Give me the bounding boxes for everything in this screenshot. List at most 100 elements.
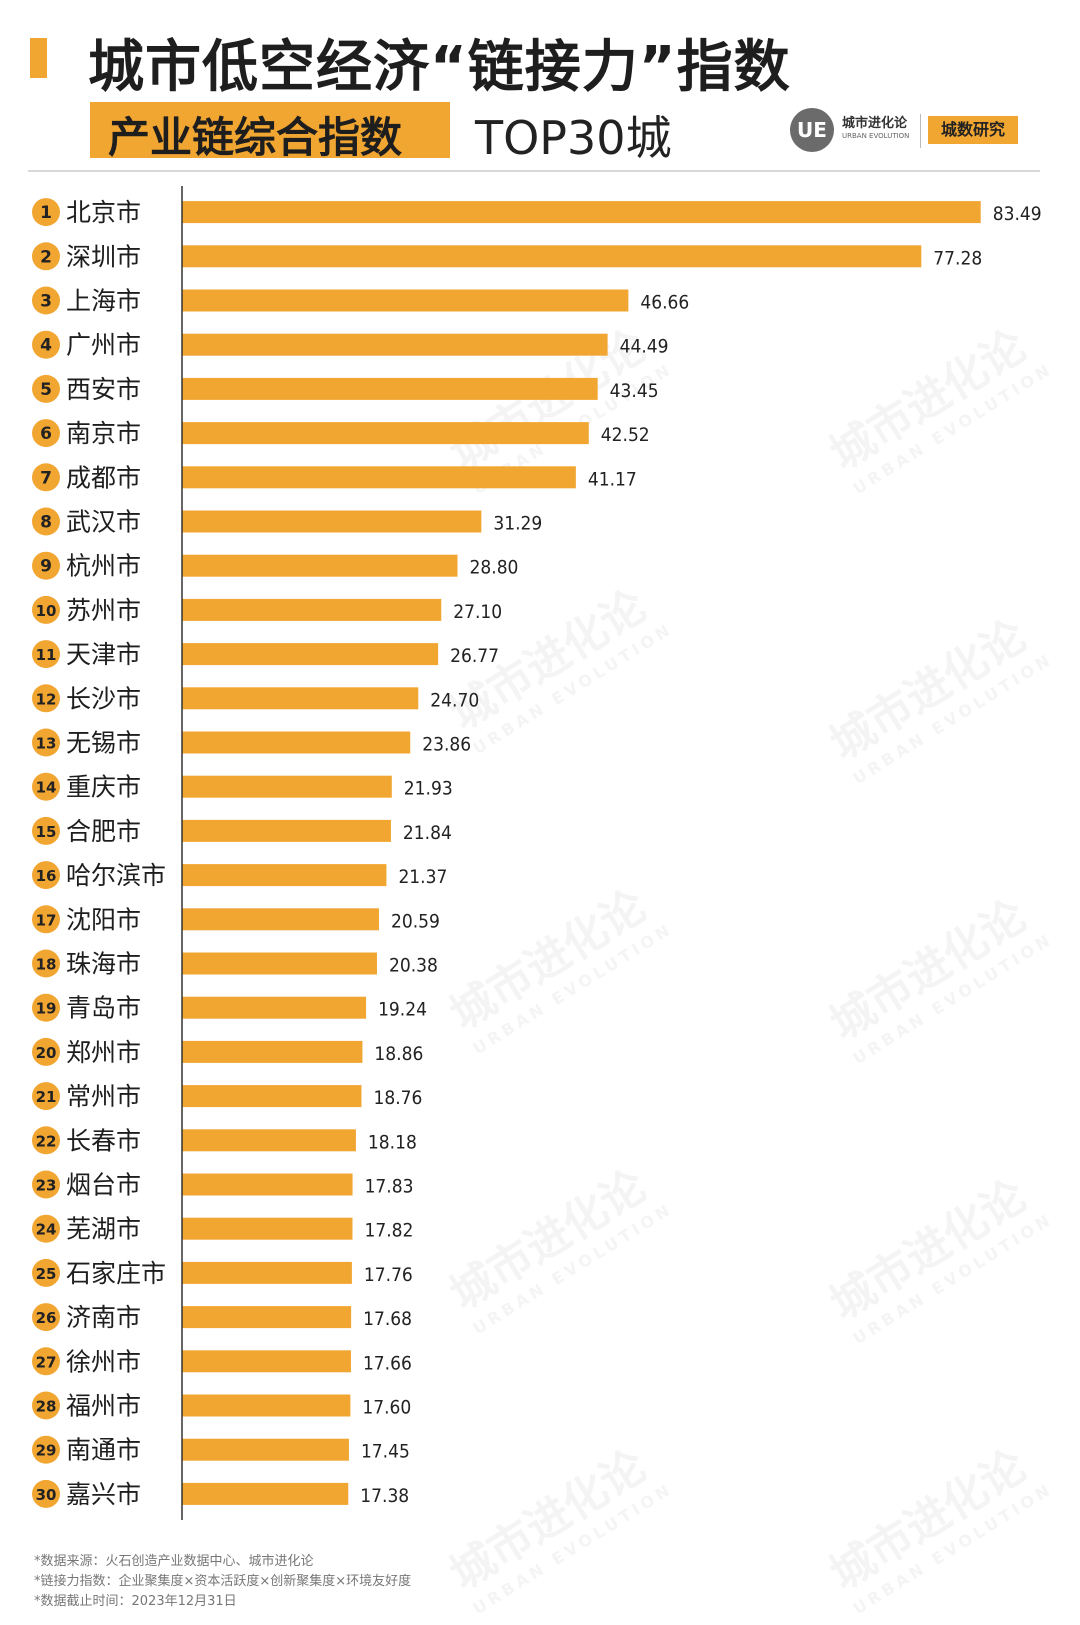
value-label: 17.38 [360,1485,409,1507]
value-label: 17.68 [363,1308,412,1330]
category-label: 珠海市 [66,950,141,979]
rank-number: 5 [40,380,52,400]
rank-number: 10 [36,602,57,620]
rank-number: 18 [36,956,57,974]
bar [182,775,392,798]
bar [182,1261,352,1284]
rank-number: 3 [40,292,52,312]
rank-badge [32,1303,60,1332]
value-label: 43.45 [610,380,659,402]
rank-badge [32,728,60,757]
bar [182,598,442,621]
footnote-source: *数据来源：火石创造产业数据中心、城市进化论 [34,1554,314,1569]
value-label: 17.76 [364,1264,413,1286]
category-label: 深圳市 [66,242,141,271]
category-label: 芜湖市 [66,1215,141,1244]
category-label: 常州市 [66,1082,141,1111]
rank-number: 1 [40,203,52,223]
category-label: 青岛市 [66,994,141,1023]
value-label: 19.24 [378,999,427,1021]
category-label: 福州市 [66,1392,141,1421]
value-label: 41.17 [588,468,637,490]
rank-badge [32,993,60,1022]
bar [182,377,598,400]
category-label: 长春市 [66,1126,141,1155]
bar [182,554,458,577]
rank-number: 12 [36,690,57,708]
category-label: 西安市 [66,375,141,404]
bar [182,1129,356,1152]
bar [182,1040,363,1063]
rank-number: 25 [36,1265,57,1283]
rank-badge [32,1214,60,1243]
page-title: 城市低空经济“链接力”指数 [88,35,791,100]
bar [182,1173,353,1196]
category-label: 长沙市 [66,684,141,713]
rank-number: 28 [36,1398,57,1416]
value-label: 23.86 [422,734,471,756]
category-label: 烟台市 [66,1171,141,1200]
category-label: 合肥市 [66,817,141,846]
title-accent-bar [30,38,47,78]
rank-badge [32,772,60,801]
category-label: 南京市 [66,419,141,448]
rank-badge [32,861,60,890]
footnote-definition: *链接力指数：企业聚集度×资本活跃度×创新聚集度×环境友好度 [34,1574,412,1589]
rank-badge [32,1391,60,1420]
category-label: 哈尔滨市 [66,861,166,890]
bar [182,819,391,842]
rank-number: 7 [40,468,52,488]
rank-number: 22 [36,1132,57,1150]
category-label: 济南市 [66,1303,141,1332]
header-divider [28,170,1040,172]
rank-number: 26 [36,1309,57,1327]
rank-badge [32,1347,60,1376]
rank-badge [32,1082,60,1111]
rank-number: 19 [36,1000,57,1018]
rank-number: 9 [40,557,52,577]
value-label: 17.45 [361,1441,410,1463]
bar [182,1438,349,1461]
brand-name: 城市进化论 [842,116,908,131]
category-label: 广州市 [66,331,141,360]
bar [182,1217,353,1240]
rank-badge [32,816,60,845]
bar [182,510,482,533]
bar [182,864,387,887]
value-label: 24.70 [430,689,479,711]
rank-number: 4 [40,336,52,356]
rank-number: 30 [36,1486,57,1504]
value-label: 27.10 [453,601,502,623]
value-label: 28.80 [470,557,519,579]
rank-number: 2 [40,247,52,267]
value-label: 17.83 [365,1176,414,1198]
rank-badge [32,507,60,536]
category-label: 成都市 [66,463,141,492]
bar [182,952,377,975]
category-label: 徐州市 [66,1347,141,1376]
value-label: 18.18 [368,1131,417,1153]
subtitle-highlight [90,102,450,158]
bar [182,245,922,268]
category-label: 石家庄市 [66,1259,166,1288]
value-label: 77.28 [933,247,982,269]
rank-badge [32,419,60,448]
rank-number: 6 [40,424,52,444]
value-label: 44.49 [620,336,669,358]
rank-number: 14 [36,779,57,797]
rank-number: 29 [36,1442,57,1460]
category-label: 天津市 [66,640,141,669]
category-label: 重庆市 [66,773,141,802]
bar [182,201,981,224]
bar [182,1394,351,1417]
value-label: 17.82 [364,1220,413,1242]
bar [182,996,367,1019]
category-label: 无锡市 [66,729,141,758]
subtitle-suffix: TOP30城 [475,111,672,165]
category-label: 郑州市 [66,1038,141,1067]
footnotes: *数据来源：火石创造产业数据中心、城市进化论 *链接力指数：企业聚集度×资本活跃… [34,1552,411,1612]
rank-number: 21 [36,1088,57,1106]
bar [182,289,629,312]
rank-badge [32,1037,60,1066]
rank-badge [32,330,60,359]
